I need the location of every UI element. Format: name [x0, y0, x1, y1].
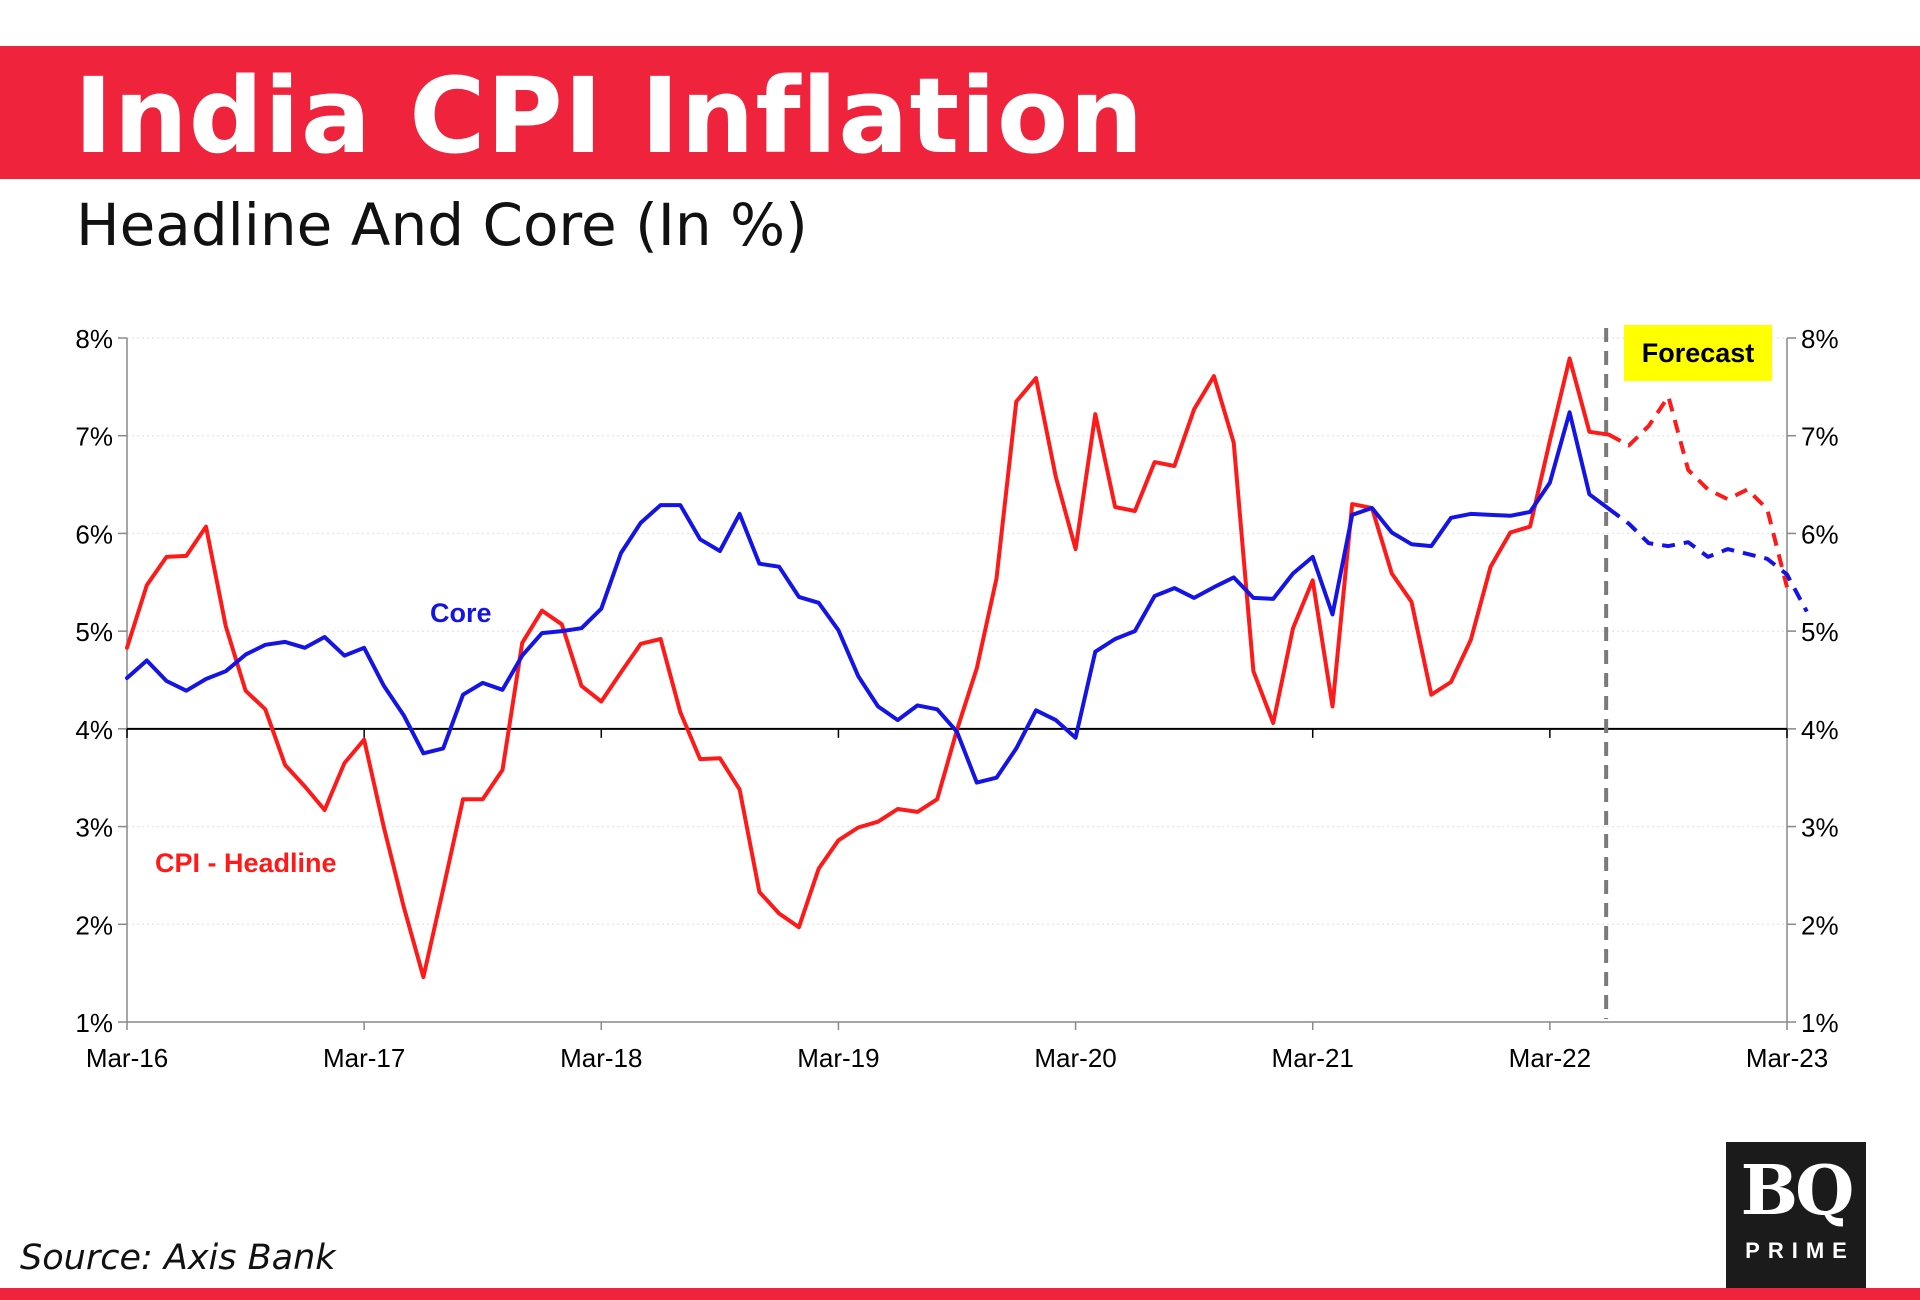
core-forecast-line: [1607, 507, 1809, 613]
core-line: [125, 410, 1612, 785]
y-tick-label-left: 2%: [75, 910, 113, 940]
x-tick-label: Mar-16: [86, 1043, 168, 1073]
y-tick-label-left: 5%: [75, 617, 113, 647]
y-tick-label-right: 3%: [1801, 813, 1839, 843]
y-tick-label-left: 1%: [75, 1008, 113, 1038]
core-series-label: Core: [430, 598, 492, 628]
page-title: India CPI Inflation: [74, 55, 1145, 177]
forecast-label: Forecast: [1642, 338, 1755, 368]
y-tick-label-left: 8%: [75, 324, 113, 354]
labels: 1% 1% 2% 2% 3% 3% 4% 4% 5% 5% 6% 6% 7% 7% 8% 8% Mar-16 Ma…: [75, 324, 1838, 1073]
headline-series-label: CPI - Headline: [155, 848, 337, 878]
y-tick-label-right: 6%: [1801, 519, 1839, 549]
y-tick-label-right: 8%: [1801, 324, 1839, 354]
x-tick-label: Mar-19: [797, 1043, 879, 1073]
x-tick-label: Mar-17: [323, 1043, 405, 1073]
x-tick-label: Mar-18: [560, 1043, 642, 1073]
y-tick-label-left: 3%: [75, 813, 113, 843]
y-tick-label-left: 6%: [75, 519, 113, 549]
bq-prime-logo: BQ PRIME: [1726, 1142, 1866, 1290]
gridlines: [127, 337, 1787, 925]
headline-line: [125, 356, 1612, 980]
x-tick-label: Mar-20: [1034, 1043, 1116, 1073]
y-tick-label-right: 1%: [1801, 1008, 1839, 1038]
page-subtitle: Headline And Core (In %): [76, 191, 808, 259]
x-tick-label: Mar-21: [1272, 1043, 1354, 1073]
series-lines: [125, 356, 1809, 980]
title-band: [0, 46, 1920, 179]
headline-forecast-line: [1608, 394, 1789, 588]
y-tick-label-right: 4%: [1801, 715, 1839, 745]
bottom-band: [0, 1288, 1920, 1300]
y-tick-label-right: 7%: [1801, 422, 1839, 452]
logo-mark: BQ: [1740, 1151, 1855, 1231]
y-tick-label-right: 5%: [1801, 617, 1839, 647]
y-tick-label-left: 7%: [75, 422, 113, 452]
y-tick-label-right: 2%: [1801, 910, 1839, 940]
forecast-badge: [1624, 325, 1772, 381]
logo-subtext: PRIME: [1745, 1238, 1855, 1263]
y-tick-label-left: 4%: [75, 715, 113, 745]
source-note: Source: Axis Bank: [20, 1238, 336, 1278]
x-tick-label: Mar-22: [1509, 1043, 1591, 1073]
x-tick-label: Mar-23: [1746, 1043, 1828, 1073]
